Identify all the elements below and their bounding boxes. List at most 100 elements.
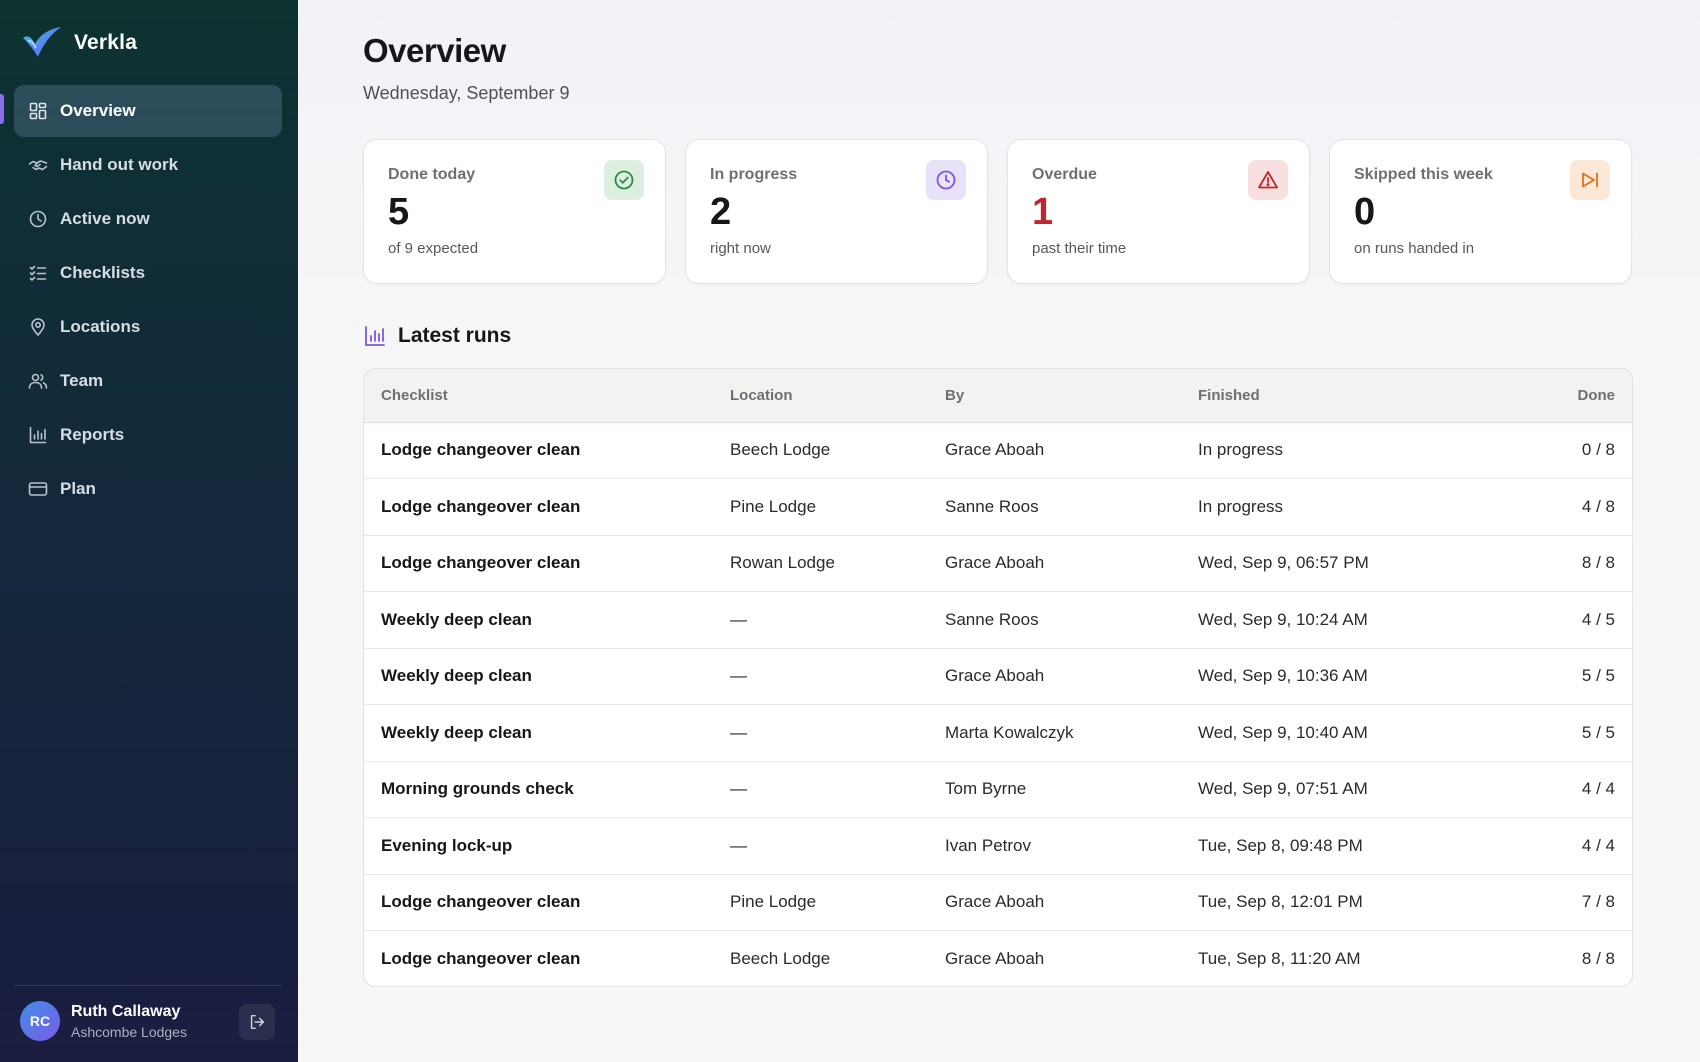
cell-location: — xyxy=(730,817,945,874)
cell-location: Beech Lodge xyxy=(730,930,945,986)
avatar: RC xyxy=(20,1001,60,1041)
sidebar-item-locations[interactable]: Locations xyxy=(14,301,282,353)
column-header-done[interactable]: Done xyxy=(1526,369,1632,423)
cell-location: — xyxy=(730,647,945,705)
stat-value: 5 xyxy=(388,191,410,233)
stat-label: Skipped this week xyxy=(1354,166,1493,183)
cell-finished: Tue, Sep 8, 12:01 PM xyxy=(1198,873,1527,931)
sidebar-item-plan[interactable]: Plan xyxy=(14,463,282,515)
table-row[interactable]: Lodge changeover clean Rowan Lodge Grace… xyxy=(364,534,1632,592)
column-header-checklist[interactable]: Checklist xyxy=(364,369,730,423)
clock-icon xyxy=(926,160,966,200)
alert-triangle-icon xyxy=(1248,160,1288,200)
stat-card-overdue: Overdue 1 past their time xyxy=(1007,139,1310,284)
user-org: Ashcombe Lodges xyxy=(71,1023,187,1040)
cell-done: 4 / 4 xyxy=(1526,817,1632,874)
cell-checklist: Lodge changeover clean xyxy=(364,930,730,986)
cell-done: 7 / 8 xyxy=(1526,873,1632,931)
cell-by: Ivan Petrov xyxy=(945,817,1198,874)
table-row[interactable]: Evening lock-up — Ivan Petrov Tue, Sep 8… xyxy=(364,817,1632,874)
brand-name: Verkla xyxy=(74,31,138,54)
cell-finished: Tue, Sep 8, 11:20 AM xyxy=(1198,930,1527,986)
table-row[interactable]: Lodge changeover clean Pine Lodge Sanne … xyxy=(364,478,1632,535)
cell-checklist: Weekly deep clean xyxy=(364,704,730,761)
checklist-icon xyxy=(28,263,48,283)
cell-done: 8 / 8 xyxy=(1526,534,1632,592)
cell-finished: Wed, Sep 9, 10:24 AM xyxy=(1198,591,1527,648)
sidebar-item-label: Plan xyxy=(60,479,96,498)
cell-done: 4 / 8 xyxy=(1526,478,1632,535)
cell-location: — xyxy=(730,760,945,818)
sidebar: Verkla Overview Hand out work Active now xyxy=(0,0,298,1062)
cell-done: 0 / 8 xyxy=(1581,440,1615,460)
latest-runs-header: Latest runs xyxy=(363,324,511,348)
column-header-finished[interactable]: Finished xyxy=(1198,369,1527,423)
stat-label: Overdue xyxy=(1032,166,1097,183)
cell-by: Sanne Roos xyxy=(945,591,1198,648)
cell-by: Marta Kowalczyk xyxy=(945,704,1198,761)
cell-location: Beech Lodge xyxy=(730,440,831,460)
bar-chart-icon xyxy=(365,326,385,346)
sidebar-item-reports[interactable]: Reports xyxy=(14,409,282,461)
cell-done: 8 / 8 xyxy=(1526,930,1632,986)
bar-chart-icon xyxy=(28,425,48,445)
cell-finished: Wed, Sep 9, 10:36 AM xyxy=(1198,647,1527,705)
table-row[interactable]: Lodge changeover clean Beech Lodge Grace… xyxy=(364,422,1632,479)
clock-icon xyxy=(28,209,48,229)
logout-button[interactable] xyxy=(239,1004,275,1040)
cell-finished: Wed, Sep 9, 10:40 AM xyxy=(1198,704,1527,761)
sidebar-item-team[interactable]: Team xyxy=(14,355,282,407)
stat-value: 0 xyxy=(1354,191,1376,233)
cell-checklist: Weekly deep clean xyxy=(364,591,730,648)
cell-checklist: Lodge changeover clean xyxy=(364,478,730,535)
cell-finished: In progress xyxy=(1198,440,1284,460)
cell-checklist: Lodge changeover clean xyxy=(364,873,730,931)
skip-forward-icon xyxy=(1570,160,1610,200)
logout-icon xyxy=(250,1014,265,1030)
sidebar-item-hand-out-work[interactable]: Hand out work xyxy=(14,139,282,191)
cell-location: — xyxy=(730,591,945,648)
sidebar-item-label: Active now xyxy=(60,209,150,228)
cell-done: 4 / 5 xyxy=(1526,591,1632,648)
column-header-location[interactable]: Location xyxy=(730,369,945,423)
divider xyxy=(14,985,282,986)
sidebar-item-label: Checklists xyxy=(60,263,146,282)
sidebar-item-label: Hand out work xyxy=(60,155,179,174)
sidebar-item-overview[interactable]: Overview xyxy=(14,85,282,137)
cell-done: 4 / 4 xyxy=(1526,760,1632,818)
cell-finished: In progress xyxy=(1198,478,1527,535)
stat-label: Done today xyxy=(388,166,476,183)
stat-sub: of 9 expected xyxy=(388,240,479,257)
table-header-row: Checklist Location By Finished Done xyxy=(364,369,1632,423)
stat-card-skipped: Skipped this week 0 on runs handed in xyxy=(1329,139,1632,284)
cell-done: 5 / 5 xyxy=(1526,704,1632,761)
sidebar-item-active-now[interactable]: Active now xyxy=(14,193,282,245)
table-row[interactable]: Weekly deep clean — Sanne Roos Wed, Sep … xyxy=(364,591,1632,648)
cell-location: Rowan Lodge xyxy=(730,534,945,592)
check-circle-icon xyxy=(604,160,644,200)
table-row[interactable]: Weekly deep clean — Marta Kowalczyk Wed,… xyxy=(364,704,1632,761)
grid-icon xyxy=(28,101,48,121)
cell-checklist: Evening lock-up xyxy=(364,817,730,874)
brand[interactable]: Verkla xyxy=(20,26,137,60)
user-name: Ruth Callaway xyxy=(71,1002,181,1020)
stat-card-in-progress: In progress 2 right now xyxy=(685,139,988,284)
cell-location: Pine Lodge xyxy=(730,478,945,535)
cell-finished: Tue, Sep 8, 09:48 PM xyxy=(1198,817,1527,874)
cell-checklist: Morning grounds check xyxy=(364,760,730,818)
user-profile[interactable]: RC Ruth Callaway Ashcombe Lodges xyxy=(20,1001,187,1041)
handshake-icon xyxy=(28,155,48,175)
stat-value: 1 xyxy=(1032,191,1054,233)
cell-location: — xyxy=(730,704,945,761)
column-header-by[interactable]: By xyxy=(945,369,1198,423)
cell-finished: Wed, Sep 9, 07:51 AM xyxy=(1198,760,1527,818)
table-row[interactable]: Lodge changeover clean Beech Lodge Grace… xyxy=(364,930,1632,986)
cell-done: 5 / 5 xyxy=(1526,647,1632,705)
verkla-logo-icon xyxy=(23,27,61,57)
table-row[interactable]: Morning grounds check — Tom Byrne Wed, S… xyxy=(364,760,1632,818)
cell-by: Grace Aboah xyxy=(945,440,1045,460)
table-row[interactable]: Lodge changeover clean Pine Lodge Grace … xyxy=(364,873,1632,931)
table-row[interactable]: Weekly deep clean — Grace Aboah Wed, Sep… xyxy=(364,647,1632,705)
cell-checklist: Weekly deep clean xyxy=(364,647,730,705)
sidebar-item-checklists[interactable]: Checklists xyxy=(14,247,282,299)
